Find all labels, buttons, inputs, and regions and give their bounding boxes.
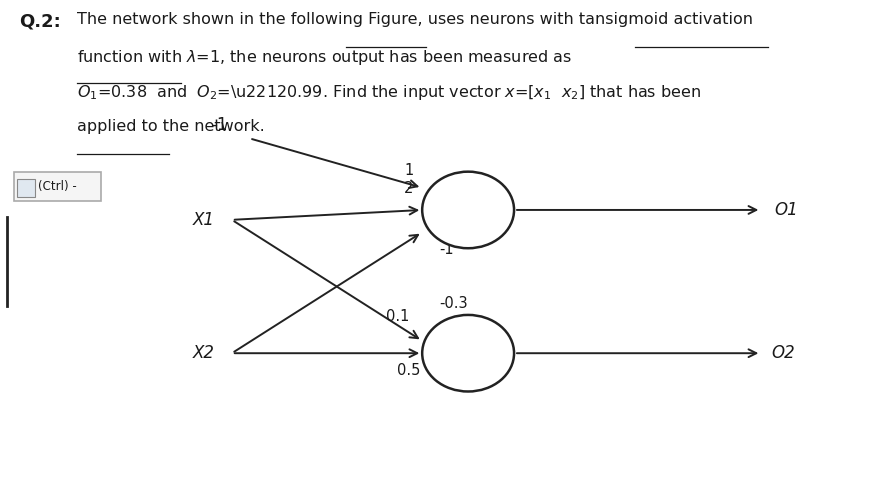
Text: 0.1: 0.1	[386, 309, 410, 324]
FancyBboxPatch shape	[18, 179, 35, 197]
Text: X1: X1	[192, 211, 214, 229]
Text: 2: 2	[404, 181, 414, 196]
Ellipse shape	[423, 172, 514, 248]
Text: function with $\lambda$=1, the neurons output has been measured as: function with $\lambda$=1, the neurons o…	[77, 48, 572, 67]
Text: (Ctrl) -: (Ctrl) -	[38, 180, 76, 193]
FancyBboxPatch shape	[14, 172, 101, 201]
Text: -0.3: -0.3	[440, 296, 468, 311]
Text: $O_1$=0.38  and  $O_2$=\u22120.99. Find the input vector $x$=[$x_1$  $x_2$] that: $O_1$=0.38 and $O_2$=\u22120.99. Find th…	[77, 83, 701, 102]
Text: Q.2:: Q.2:	[19, 12, 61, 30]
Text: -1: -1	[440, 242, 454, 257]
Text: 0.5: 0.5	[397, 363, 421, 378]
Text: O1: O1	[774, 201, 798, 219]
Text: X2: X2	[192, 344, 214, 362]
Text: O2: O2	[772, 344, 795, 362]
Text: 1: 1	[404, 163, 414, 178]
Ellipse shape	[423, 315, 514, 391]
Text: applied to the network.: applied to the network.	[77, 119, 265, 134]
Text: The network shown in the following Figure, uses neurons with tansigmoid activati: The network shown in the following Figur…	[77, 12, 753, 27]
Text: -1: -1	[211, 117, 228, 134]
